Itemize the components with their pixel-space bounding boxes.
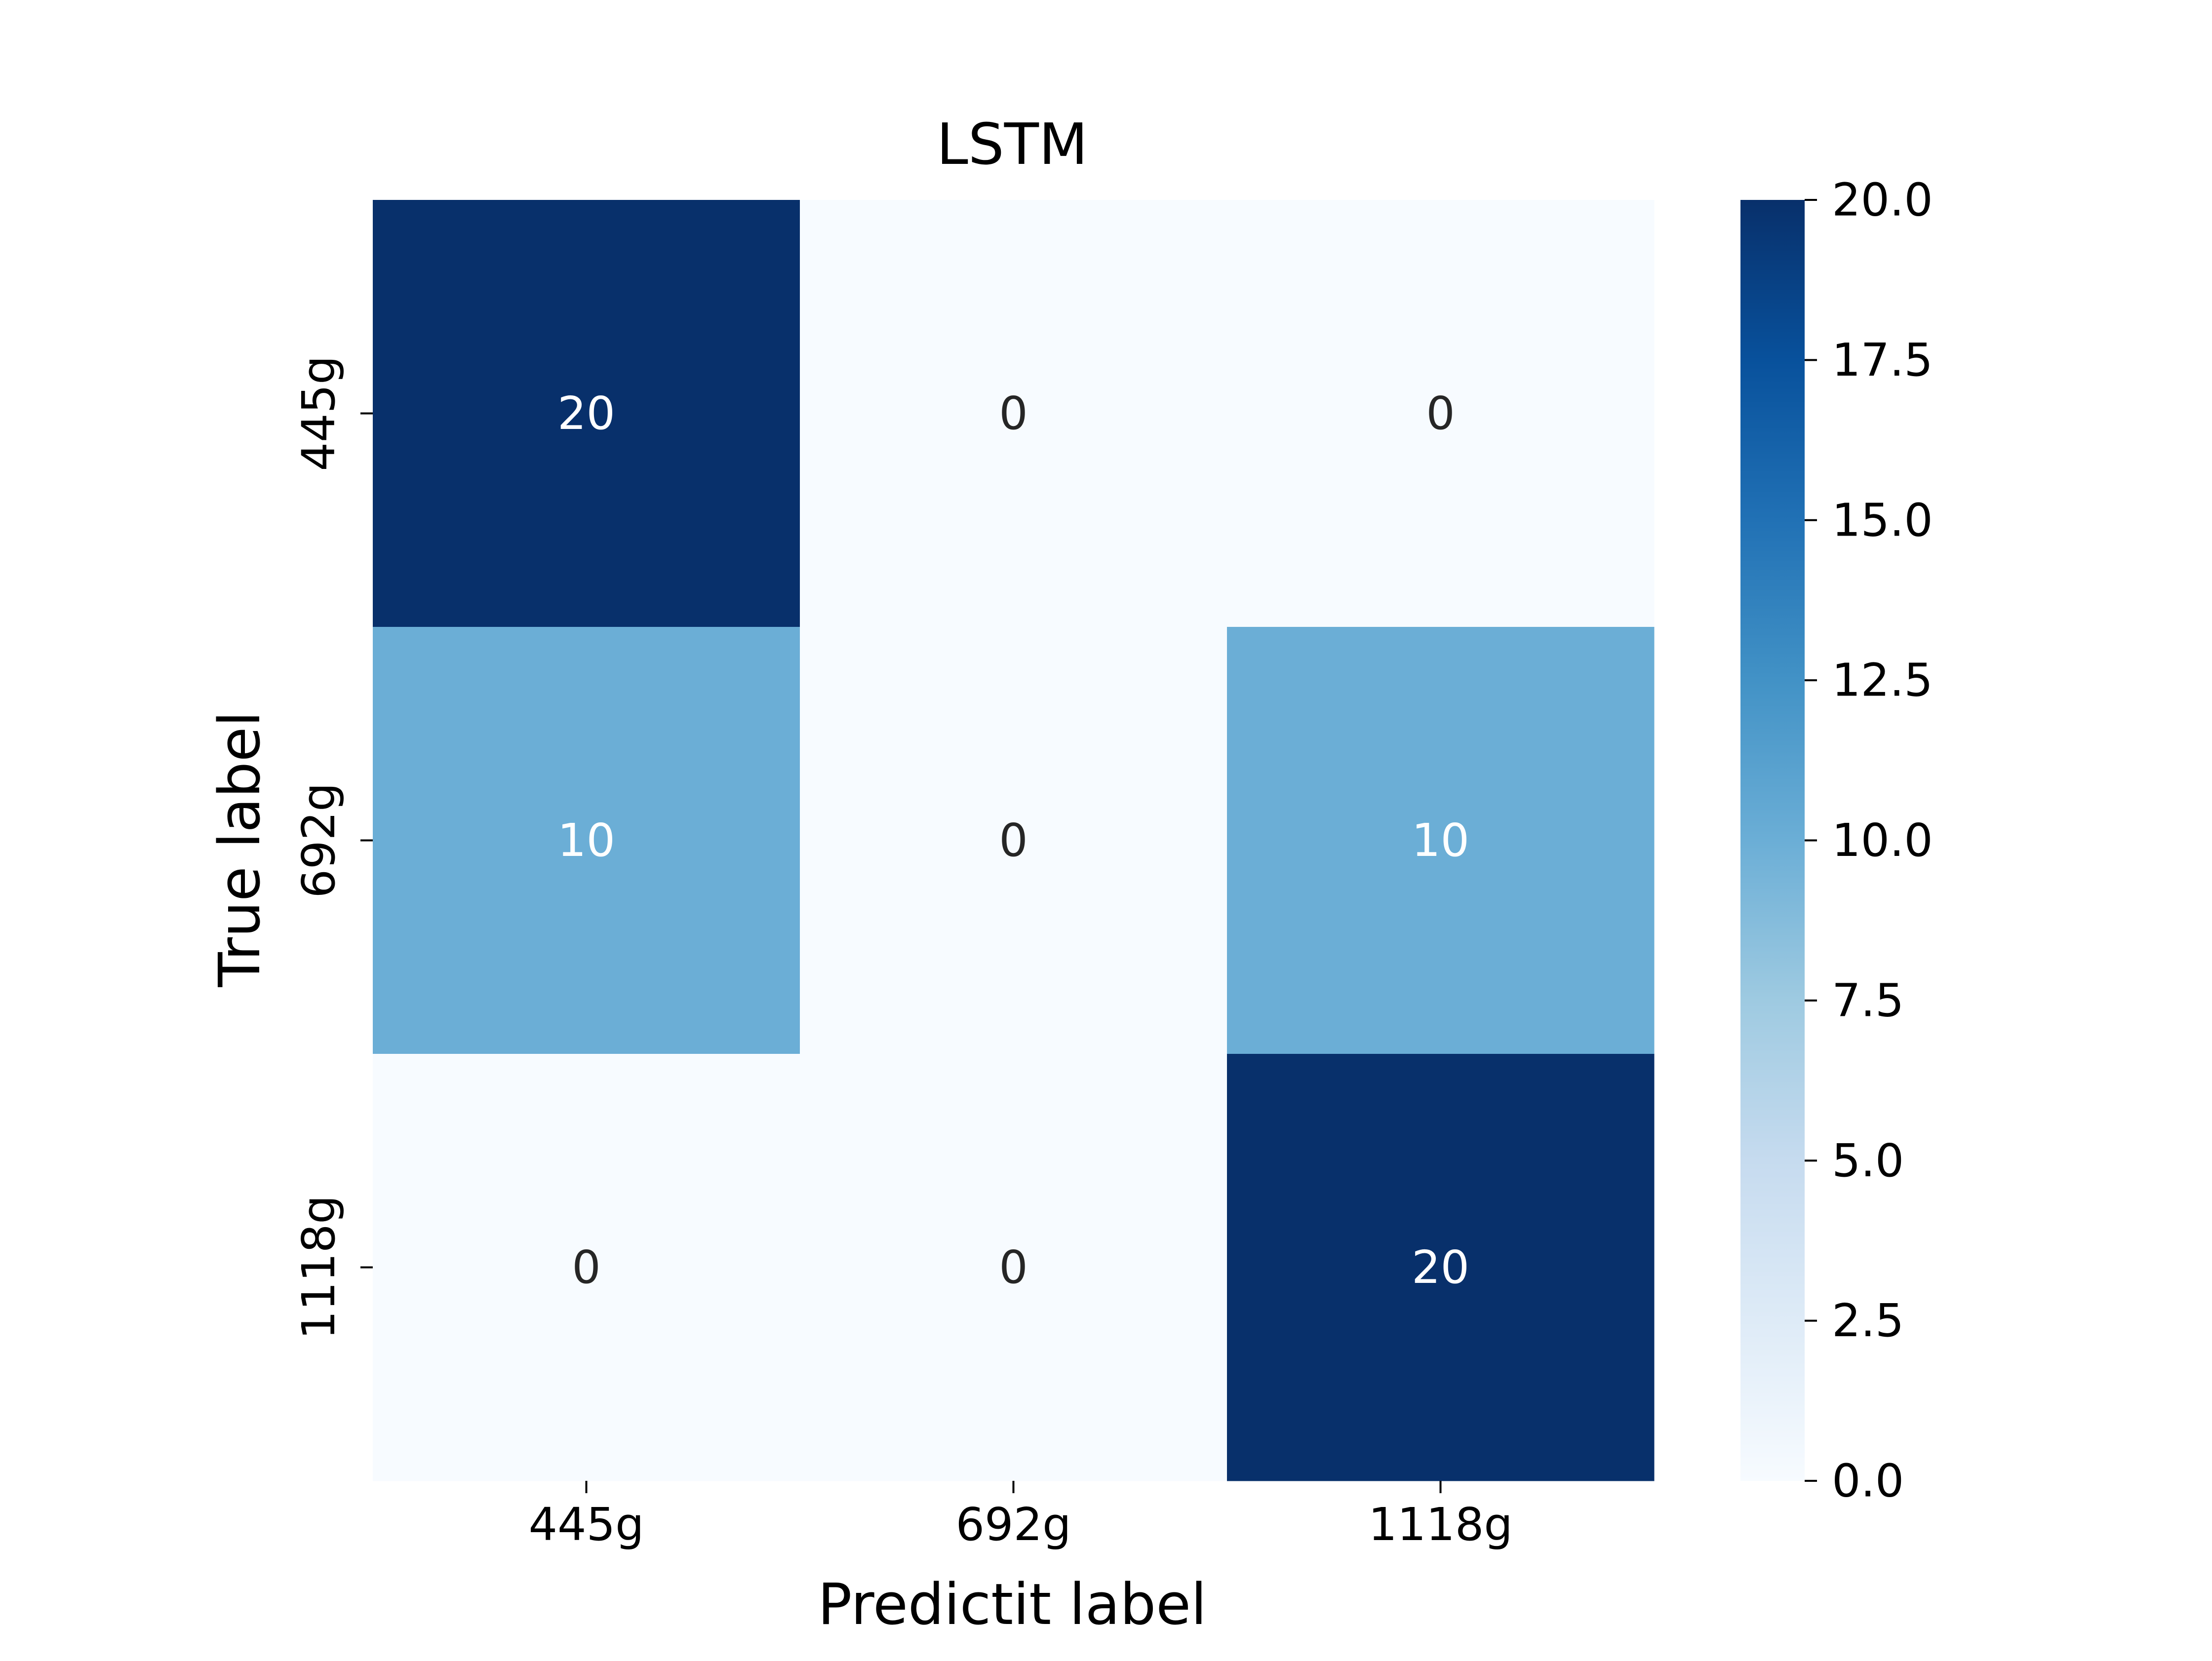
x-axis-label: Predictit label bbox=[818, 1572, 1207, 1638]
y-tick-label: 692g bbox=[292, 783, 345, 898]
heatmap-cell bbox=[1227, 200, 1655, 627]
heatmap-cell bbox=[800, 1054, 1227, 1481]
cell-value-label: 20 bbox=[557, 387, 615, 440]
heatmap-cells bbox=[373, 200, 1655, 1481]
y-tick-label: 1118g bbox=[292, 1195, 345, 1340]
chart-title: LSTM bbox=[937, 112, 1088, 178]
cell-value-label: 20 bbox=[1412, 1241, 1469, 1294]
colorbar-tick-label: 10.0 bbox=[1832, 814, 1933, 867]
cell-value-label: 0 bbox=[999, 814, 1028, 867]
x-tick-label: 445g bbox=[529, 1498, 644, 1551]
heatmap-cell bbox=[373, 200, 800, 627]
x-tick-label: 1118g bbox=[1368, 1498, 1513, 1551]
colorbar-tick-label: 2.5 bbox=[1832, 1294, 1904, 1347]
heatmap-cell bbox=[800, 200, 1227, 627]
y-axis-label: True label bbox=[207, 711, 273, 988]
y-tick-label: 445g bbox=[292, 356, 345, 471]
cell-value-label: 0 bbox=[572, 1241, 601, 1294]
colorbar-ticks: 0.0 2.5 5.0 7.5 10.0 12.5 15.0 17.5 20.0 bbox=[1805, 174, 1933, 1507]
colorbar bbox=[1740, 200, 1805, 1481]
heatmap-cell-labels: 20 0 0 10 0 10 0 0 20 bbox=[557, 387, 1469, 1294]
x-axis-ticks: 445g 692g 1118g bbox=[529, 1481, 1513, 1551]
cell-value-label: 10 bbox=[557, 814, 615, 867]
colorbar-tick-label: 0.0 bbox=[1832, 1455, 1904, 1507]
cell-value-label: 0 bbox=[999, 1241, 1028, 1294]
colorbar-tick-label: 15.0 bbox=[1832, 494, 1933, 546]
heatmap-cell bbox=[1227, 1054, 1655, 1481]
heatmap-cell bbox=[800, 627, 1227, 1054]
colorbar-tick-label: 17.5 bbox=[1832, 334, 1933, 386]
y-axis-ticks: 445g 692g 1118g bbox=[292, 356, 373, 1340]
heatmap-cell bbox=[1227, 627, 1655, 1054]
heatmap-cell bbox=[373, 627, 800, 1054]
cell-value-label: 10 bbox=[1412, 814, 1469, 867]
cell-value-label: 0 bbox=[1426, 387, 1455, 440]
heatmap-cell bbox=[373, 1054, 800, 1481]
colorbar-tick-label: 7.5 bbox=[1832, 974, 1904, 1027]
colorbar-tick-label: 12.5 bbox=[1832, 654, 1933, 707]
colorbar-tick-label: 20.0 bbox=[1832, 174, 1933, 227]
cell-value-label: 0 bbox=[999, 387, 1028, 440]
colorbar-tick-label: 5.0 bbox=[1832, 1134, 1904, 1187]
x-tick-label: 692g bbox=[956, 1498, 1071, 1551]
